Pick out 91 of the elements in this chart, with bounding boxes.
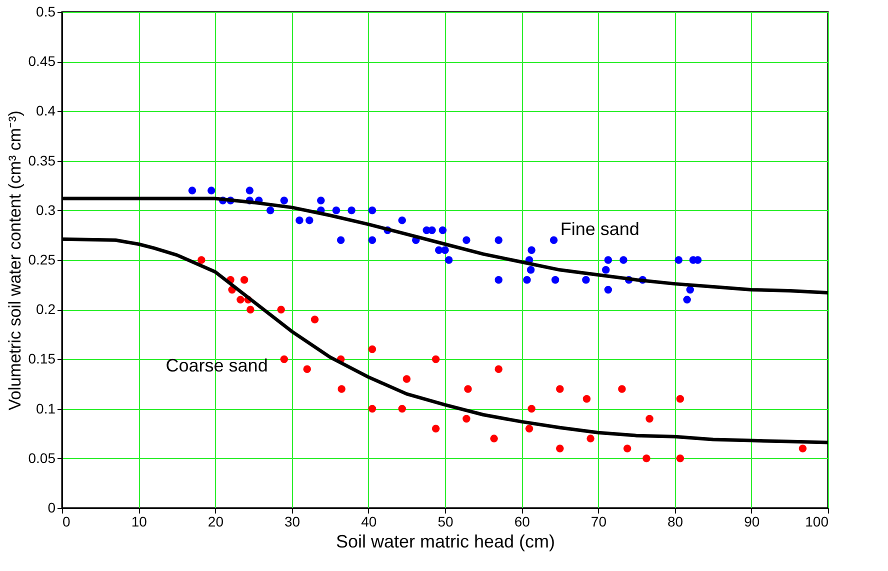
point xyxy=(620,256,628,264)
point xyxy=(462,236,470,244)
point xyxy=(623,444,632,452)
point xyxy=(676,454,684,462)
y-tick-label: 0.15 xyxy=(28,350,56,367)
point xyxy=(368,345,376,354)
x-tick-label: 70 xyxy=(590,514,607,530)
x-tick-label: 10 xyxy=(131,514,148,530)
point xyxy=(303,365,311,373)
point xyxy=(280,196,288,204)
point xyxy=(402,375,411,383)
point xyxy=(528,246,536,254)
x-tick-label: 30 xyxy=(284,514,300,530)
x-tick-label: 60 xyxy=(514,514,530,530)
point xyxy=(441,246,449,254)
x-tick-label: 50 xyxy=(438,514,454,530)
y-tick-label: 0.45 xyxy=(28,53,56,70)
point xyxy=(240,276,248,284)
x-tick-label: 80 xyxy=(668,514,684,530)
x-tick-label: 0 xyxy=(62,514,70,530)
point xyxy=(586,434,594,442)
point xyxy=(348,206,356,214)
point xyxy=(464,385,472,393)
point xyxy=(602,266,610,274)
y-tick-label: 0.4 xyxy=(36,102,56,119)
x-tick-label: 20 xyxy=(208,514,224,530)
point xyxy=(236,296,244,304)
point xyxy=(198,256,206,264)
point xyxy=(332,206,340,214)
point xyxy=(798,444,807,452)
point xyxy=(683,296,691,304)
point xyxy=(556,385,564,393)
point xyxy=(556,444,564,452)
point xyxy=(338,385,346,393)
point xyxy=(398,216,406,224)
point xyxy=(368,206,376,214)
point xyxy=(462,414,470,423)
point xyxy=(494,365,502,373)
point xyxy=(550,236,558,244)
point xyxy=(604,256,612,264)
point xyxy=(432,424,440,433)
point xyxy=(277,306,285,314)
point xyxy=(582,276,590,284)
y-tick-label: 0 xyxy=(48,500,56,516)
x-tick-label: 90 xyxy=(744,514,760,530)
y-tick-label: 0.05 xyxy=(28,450,56,466)
point xyxy=(398,404,406,413)
point xyxy=(646,414,654,423)
point xyxy=(306,216,314,224)
point xyxy=(528,404,536,413)
x-tick-label: 40 xyxy=(361,514,377,530)
point xyxy=(604,286,612,294)
point xyxy=(188,186,196,194)
point xyxy=(280,355,288,364)
y-tick-label: 0.35 xyxy=(28,152,56,168)
point xyxy=(296,216,304,224)
point xyxy=(582,395,591,403)
point xyxy=(494,276,502,284)
y-tick-label: 0.1 xyxy=(36,400,56,416)
y-tick-label: 0.5 xyxy=(36,4,56,20)
point xyxy=(432,355,440,364)
y-tick-label: 0.2 xyxy=(36,301,56,318)
point xyxy=(428,226,436,234)
point xyxy=(444,256,453,264)
x-tick-label: 100 xyxy=(805,514,829,530)
point xyxy=(368,236,376,244)
point xyxy=(310,316,319,324)
point xyxy=(266,206,274,214)
point xyxy=(317,196,325,204)
point xyxy=(438,226,447,234)
point xyxy=(674,256,683,264)
point xyxy=(525,424,534,433)
point xyxy=(526,266,535,274)
point xyxy=(490,434,498,442)
point xyxy=(494,236,502,244)
point xyxy=(523,276,531,284)
x-axis-title: Soil water matric head (cm) xyxy=(336,532,556,552)
point xyxy=(676,395,684,403)
point xyxy=(551,276,560,284)
series-label: Fine sand xyxy=(560,218,640,239)
point xyxy=(207,186,216,194)
point xyxy=(246,306,254,314)
point xyxy=(368,404,376,413)
point xyxy=(246,186,254,194)
y-axis-title: Volumetric soil water content (cm³ cm⁻³) xyxy=(5,110,24,410)
point xyxy=(686,286,694,294)
y-tick-label: 0.3 xyxy=(36,202,56,218)
y-tick-label: 0.25 xyxy=(28,252,56,268)
point xyxy=(642,454,650,462)
point xyxy=(618,385,626,393)
point xyxy=(336,236,345,244)
